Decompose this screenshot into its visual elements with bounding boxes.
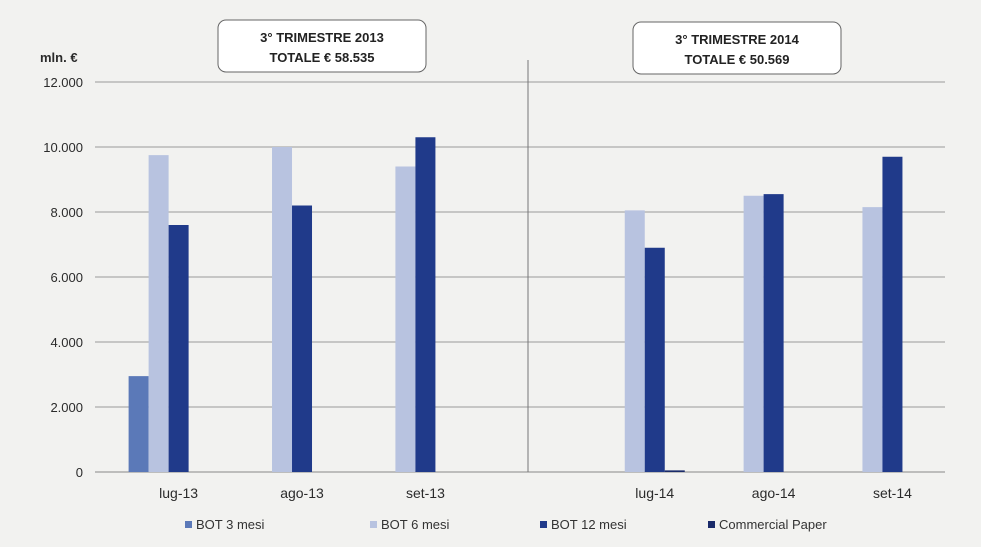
bar-bot-12-mesi-lug-13 <box>168 225 189 472</box>
bar-bot-12-mesi-ago-13 <box>292 205 313 472</box>
x-tick-label: lug-14 <box>635 485 674 501</box>
bar-bot-6-mesi-lug-14 <box>624 210 645 472</box>
y-tick-label: 10.000 <box>43 140 83 155</box>
annotation-total: TOTALE € 58.535 <box>269 50 374 65</box>
annotation-2013: 3° TRIMESTRE 2013 TOTALE € 58.535 <box>217 19 427 73</box>
legend: BOT 3 mesi BOT 6 mesi BOT 12 mesi Commercia… <box>185 517 827 532</box>
y-tick-label: 4.000 <box>50 335 83 350</box>
annotation-box <box>632 21 842 75</box>
bar-bot-12-mesi-ago-14 <box>763 194 784 472</box>
y-unit-label: mln. € <box>40 50 78 65</box>
annotation-box <box>217 19 427 73</box>
legend-label: BOT 6 mesi <box>381 517 450 532</box>
bar-bot-6-mesi-ago-14 <box>743 195 764 472</box>
legend-swatch <box>540 521 547 528</box>
annotation-2014: 3° TRIMESTRE 2014 TOTALE € 50.569 <box>632 21 842 75</box>
legend-swatch <box>370 521 377 528</box>
bar-commercial-paper-lug-14 <box>664 470 685 472</box>
legend-label: Commercial Paper <box>719 517 827 532</box>
annotation-title: 3° TRIMESTRE 2013 <box>260 30 384 45</box>
x-tick-label: ago-14 <box>752 485 796 501</box>
grid <box>95 81 945 473</box>
bar-bot-12-mesi-set-14 <box>882 156 903 472</box>
y-tick-label: 0 <box>76 465 83 480</box>
bar-bot-6-mesi-lug-13 <box>148 155 169 472</box>
y-tick-label: 8.000 <box>50 205 83 220</box>
annotation-total: TOTALE € 50.569 <box>684 52 789 67</box>
bar-bot-6-mesi-ago-13 <box>272 147 293 472</box>
annotation-title: 3° TRIMESTRE 2014 <box>675 32 799 47</box>
x-tick-label: set-13 <box>406 485 445 501</box>
bar-bot-12-mesi-lug-14 <box>644 247 665 472</box>
legend-swatch <box>185 521 192 528</box>
x-tick-label: lug-13 <box>159 485 198 501</box>
y-axis-ticks: 0 2.000 4.000 6.000 8.000 10.000 12.000 <box>43 75 83 480</box>
bar-bot-12-mesi-set-13 <box>415 137 436 472</box>
bar-bot-6-mesi-set-14 <box>862 207 883 472</box>
legend-label: BOT 12 mesi <box>551 517 627 532</box>
legend-swatch <box>708 521 715 528</box>
bar-bot-6-mesi-set-13 <box>395 166 416 472</box>
y-tick-label: 2.000 <box>50 400 83 415</box>
x-tick-label: set-14 <box>873 485 912 501</box>
bar-bot-3-mesi-lug-13 <box>128 376 149 472</box>
y-tick-label: 6.000 <box>50 270 83 285</box>
x-tick-label: ago-13 <box>280 485 324 501</box>
bars <box>128 137 903 472</box>
y-tick-label: 12.000 <box>43 75 83 90</box>
legend-label: BOT 3 mesi <box>196 517 265 532</box>
x-axis-ticks: lug-13 ago-13 set-13 lug-14 ago-14 set-14 <box>159 485 912 501</box>
